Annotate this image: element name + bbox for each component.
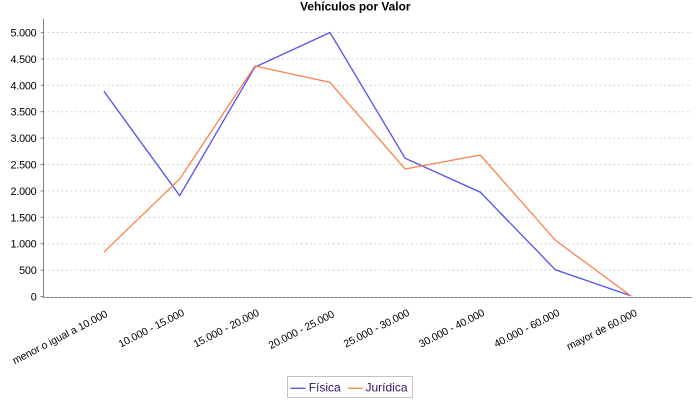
- svg-text:4.000: 4.000: [10, 80, 36, 92]
- svg-text:2.000: 2.000: [10, 186, 36, 198]
- svg-text:Vehículos por Valor: Vehículos por Valor: [300, 0, 411, 14]
- svg-text:4.500: 4.500: [10, 54, 36, 66]
- svg-text:0: 0: [31, 292, 37, 304]
- svg-text:1.000: 1.000: [10, 239, 36, 251]
- svg-text:Jurídica: Jurídica: [366, 381, 408, 395]
- svg-text:Física: Física: [309, 381, 341, 395]
- svg-text:500: 500: [19, 265, 37, 277]
- svg-text:3.500: 3.500: [10, 107, 36, 119]
- svg-text:1.500: 1.500: [10, 212, 36, 224]
- svg-text:5.000: 5.000: [10, 28, 36, 40]
- svg-text:3.000: 3.000: [10, 133, 36, 145]
- svg-text:2.500: 2.500: [10, 160, 36, 172]
